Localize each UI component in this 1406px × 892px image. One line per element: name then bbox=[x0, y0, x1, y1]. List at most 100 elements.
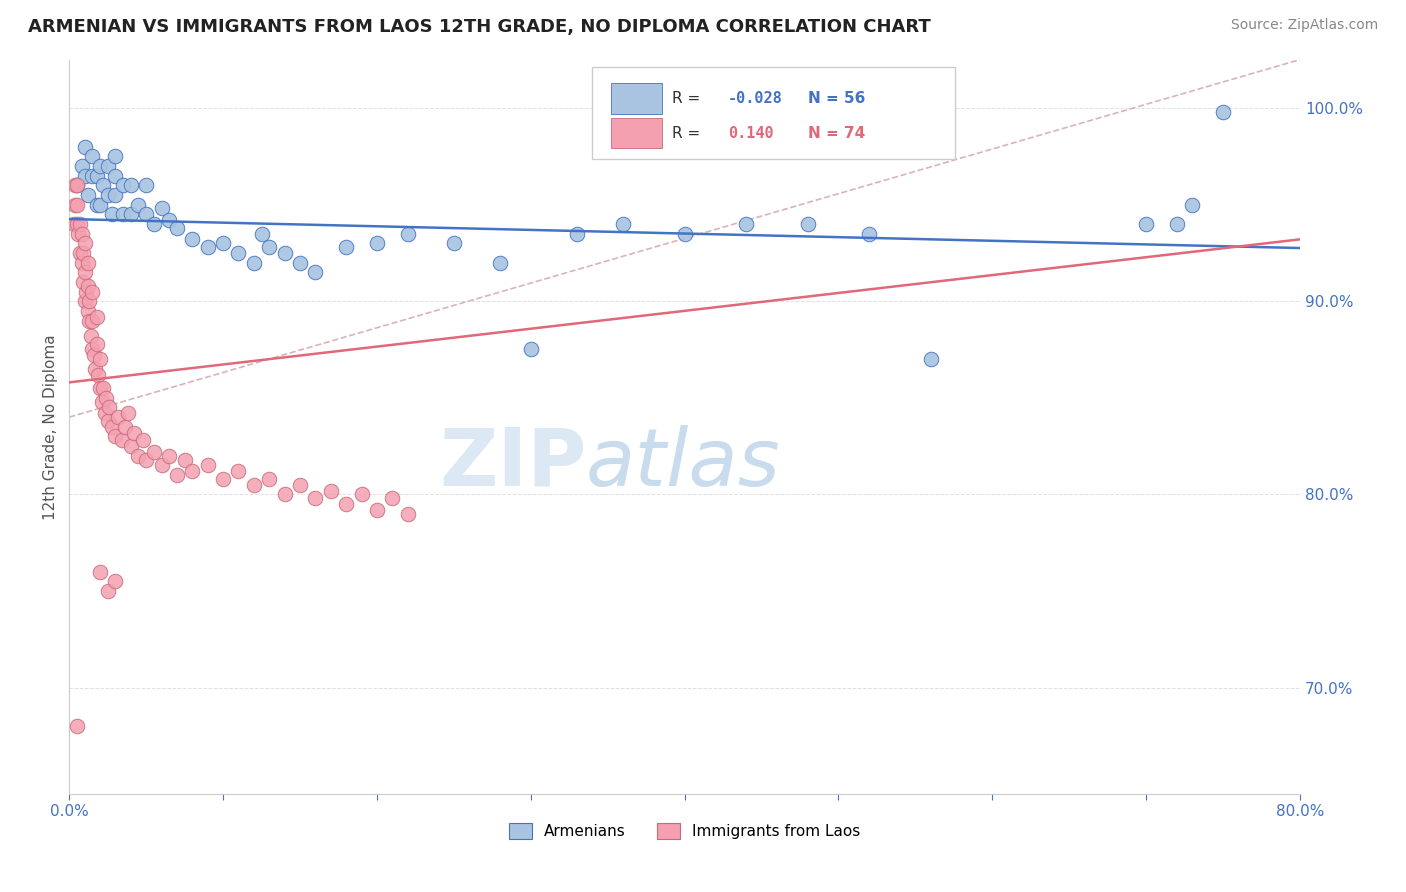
Point bbox=[173, 452, 195, 467]
Point bbox=[181, 232, 204, 246]
Point bbox=[86, 169, 108, 183]
Point bbox=[319, 483, 342, 498]
Point bbox=[73, 236, 96, 251]
Point bbox=[70, 227, 93, 241]
Point bbox=[97, 159, 120, 173]
Point bbox=[197, 458, 219, 473]
Point bbox=[735, 217, 758, 231]
Point bbox=[212, 472, 235, 486]
Point bbox=[212, 236, 235, 251]
Text: Source: ZipAtlas.com: Source: ZipAtlas.com bbox=[1230, 18, 1378, 32]
Point bbox=[135, 452, 157, 467]
Point bbox=[86, 197, 108, 211]
Point bbox=[112, 207, 135, 221]
Point bbox=[75, 285, 97, 299]
Point bbox=[72, 275, 94, 289]
Point bbox=[97, 187, 120, 202]
Point bbox=[82, 313, 104, 327]
Point bbox=[127, 197, 149, 211]
Point bbox=[104, 169, 127, 183]
Text: ZIP: ZIP bbox=[439, 425, 586, 502]
Point bbox=[520, 343, 543, 357]
Point bbox=[90, 394, 112, 409]
Point bbox=[69, 217, 91, 231]
Point bbox=[110, 434, 132, 448]
Point bbox=[366, 503, 388, 517]
Point bbox=[84, 361, 107, 376]
Point bbox=[396, 507, 419, 521]
Point bbox=[250, 227, 273, 241]
Point bbox=[443, 236, 465, 251]
Point bbox=[381, 491, 404, 506]
Text: -0.028: -0.028 bbox=[728, 91, 783, 106]
Point bbox=[335, 240, 357, 254]
Point bbox=[86, 310, 108, 324]
Point bbox=[304, 265, 326, 279]
Point bbox=[82, 343, 104, 357]
Point bbox=[67, 227, 90, 241]
Point bbox=[65, 178, 87, 193]
Point bbox=[86, 336, 108, 351]
Point bbox=[1212, 104, 1234, 119]
Point bbox=[66, 197, 89, 211]
Point bbox=[89, 565, 111, 579]
Point bbox=[150, 458, 173, 473]
Point bbox=[142, 445, 165, 459]
Point bbox=[166, 220, 188, 235]
Point bbox=[72, 245, 94, 260]
FancyBboxPatch shape bbox=[610, 118, 662, 148]
Point bbox=[366, 236, 388, 251]
Point bbox=[82, 149, 104, 163]
Point bbox=[673, 227, 696, 241]
Point bbox=[76, 255, 98, 269]
Point bbox=[104, 429, 127, 443]
Point bbox=[228, 464, 250, 478]
Point bbox=[197, 240, 219, 254]
Point bbox=[243, 255, 266, 269]
Point bbox=[181, 464, 204, 478]
Point bbox=[104, 187, 127, 202]
Point bbox=[489, 255, 512, 269]
Point bbox=[1135, 217, 1157, 231]
Point bbox=[104, 574, 127, 589]
Legend: Armenians, Immigrants from Laos: Armenians, Immigrants from Laos bbox=[503, 817, 866, 845]
Point bbox=[73, 294, 96, 309]
Text: R =: R = bbox=[672, 91, 706, 106]
Point bbox=[112, 178, 135, 193]
Point bbox=[66, 217, 89, 231]
Point bbox=[97, 584, 120, 599]
Point bbox=[920, 352, 942, 367]
Point bbox=[80, 329, 103, 343]
Point bbox=[63, 217, 86, 231]
Point bbox=[77, 294, 100, 309]
Point bbox=[120, 207, 142, 221]
Point bbox=[288, 255, 311, 269]
Point bbox=[350, 487, 373, 501]
Point bbox=[257, 472, 280, 486]
Point bbox=[122, 425, 145, 440]
Point bbox=[135, 178, 157, 193]
Point bbox=[1181, 197, 1204, 211]
Text: atlas: atlas bbox=[586, 425, 780, 502]
Point bbox=[228, 245, 250, 260]
Point bbox=[82, 285, 104, 299]
Point bbox=[66, 178, 89, 193]
Point bbox=[76, 278, 98, 293]
Point bbox=[89, 352, 111, 367]
FancyBboxPatch shape bbox=[592, 67, 956, 159]
Point bbox=[91, 381, 114, 395]
Point bbox=[98, 401, 121, 415]
Point bbox=[120, 439, 142, 453]
Point bbox=[76, 187, 98, 202]
Point bbox=[288, 477, 311, 491]
Point bbox=[257, 240, 280, 254]
Point bbox=[96, 391, 118, 405]
Point bbox=[89, 381, 111, 395]
Point bbox=[107, 410, 129, 425]
Point bbox=[273, 487, 295, 501]
Point bbox=[117, 406, 139, 420]
Text: ARMENIAN VS IMMIGRANTS FROM LAOS 12TH GRADE, NO DIPLOMA CORRELATION CHART: ARMENIAN VS IMMIGRANTS FROM LAOS 12TH GR… bbox=[28, 18, 931, 36]
Point bbox=[89, 159, 111, 173]
Point bbox=[93, 406, 115, 420]
Point bbox=[76, 303, 98, 318]
